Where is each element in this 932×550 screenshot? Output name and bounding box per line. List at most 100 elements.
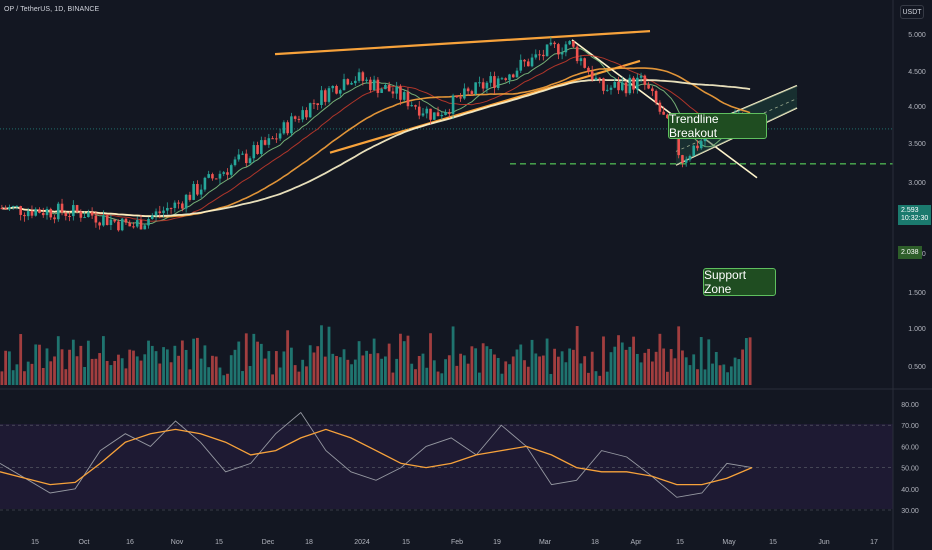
candle-body [196, 183, 199, 195]
volume-bar [154, 351, 158, 385]
volume-bar [102, 336, 105, 385]
candle-body [628, 77, 632, 94]
candle-body [594, 77, 598, 80]
volume-bar [199, 358, 203, 385]
volume-bar [128, 349, 132, 385]
volume-bar [214, 356, 218, 385]
currency-unit-button[interactable]: USDT [900, 5, 924, 19]
volume-bar [399, 333, 402, 385]
volume-bar [338, 357, 342, 385]
candle-body [448, 112, 451, 114]
volume-bar [34, 344, 38, 385]
candle-body [19, 206, 22, 215]
volume-bar [414, 369, 417, 385]
volume-bar [282, 351, 286, 385]
volume-bar [459, 353, 462, 385]
candle-body [530, 57, 534, 67]
candle-body [237, 154, 241, 160]
volume-bar [173, 345, 177, 385]
volume-bar [451, 326, 455, 385]
candle-body [647, 84, 650, 89]
volume-bar [523, 360, 526, 385]
candle-body [271, 138, 274, 140]
candle-body [617, 82, 620, 91]
candle-body [451, 95, 455, 114]
candle-body [124, 218, 128, 223]
candle-body [177, 202, 180, 204]
rsi-tick-label: 60.00 [901, 444, 919, 451]
volume-bar [534, 353, 538, 385]
volume-bar [681, 350, 684, 385]
volume-bar [538, 356, 541, 385]
volume-bar [632, 336, 635, 385]
volume-bar [177, 355, 180, 385]
candle-body [523, 59, 526, 62]
candle-body [417, 106, 421, 116]
volume-bar [323, 356, 327, 385]
candle-body [553, 42, 556, 45]
candle-body [703, 137, 707, 142]
candle-body [72, 205, 75, 217]
candle-body [203, 177, 207, 190]
candle-body [226, 172, 229, 175]
volume-bar [643, 352, 647, 385]
candle-body [79, 211, 83, 218]
volume-bar [504, 361, 508, 385]
volume-bar [541, 355, 545, 385]
volume-bar [673, 358, 677, 385]
candle-body [590, 71, 594, 80]
candle-body [267, 138, 271, 145]
volume-bar [654, 351, 658, 385]
volume-bar [421, 353, 425, 385]
candle-body [579, 58, 583, 62]
volume-bar [372, 338, 376, 385]
candle-body [654, 91, 658, 103]
candle-body [666, 114, 669, 119]
volume-bar [109, 365, 113, 385]
volume-bar [203, 345, 207, 385]
support-price-label: 2.038 [898, 246, 922, 259]
lower-trendline [329, 59, 641, 154]
volume-bar [474, 348, 478, 385]
volume-bars [0, 325, 752, 385]
candle-body [282, 122, 286, 134]
candle-body [493, 76, 496, 88]
volume-bar [741, 349, 744, 385]
candle-body [56, 203, 60, 220]
candle-body [534, 54, 538, 58]
trendline-breakout-note: Trendline Breakout [668, 112, 767, 140]
candle-body [150, 215, 154, 220]
volume-bar [271, 374, 274, 385]
volume-bar [519, 344, 523, 385]
candle-body [504, 78, 508, 80]
volume-bar [86, 340, 90, 385]
candle-body [34, 209, 38, 216]
candle-body [470, 91, 474, 95]
volume-bar [737, 359, 741, 385]
candle-body [681, 155, 684, 163]
volume-bar [384, 356, 387, 385]
time-tick-label: 17 [870, 539, 878, 546]
candle-body [406, 92, 410, 107]
volume-bar [613, 346, 617, 385]
volume-bar [207, 367, 211, 385]
candle-body [455, 95, 459, 98]
volume-bar [478, 372, 481, 385]
candle-body [60, 203, 64, 213]
volume-bar [726, 372, 729, 385]
candle-body [260, 140, 263, 154]
candle-body [143, 225, 147, 230]
candle-body [651, 88, 654, 92]
time-tick-label: 19 [493, 539, 501, 546]
volume-bar [293, 365, 297, 385]
candle-body [387, 84, 391, 92]
candle-body [365, 79, 368, 81]
candle-body [481, 82, 485, 89]
volume-bar [703, 369, 707, 385]
candle-body [436, 112, 440, 117]
time-tick-label: 18 [591, 539, 599, 546]
candle-body [587, 67, 590, 72]
support-zone-note: Support Zone [703, 268, 776, 296]
volume-bar [406, 335, 410, 385]
candle-body [49, 208, 53, 218]
